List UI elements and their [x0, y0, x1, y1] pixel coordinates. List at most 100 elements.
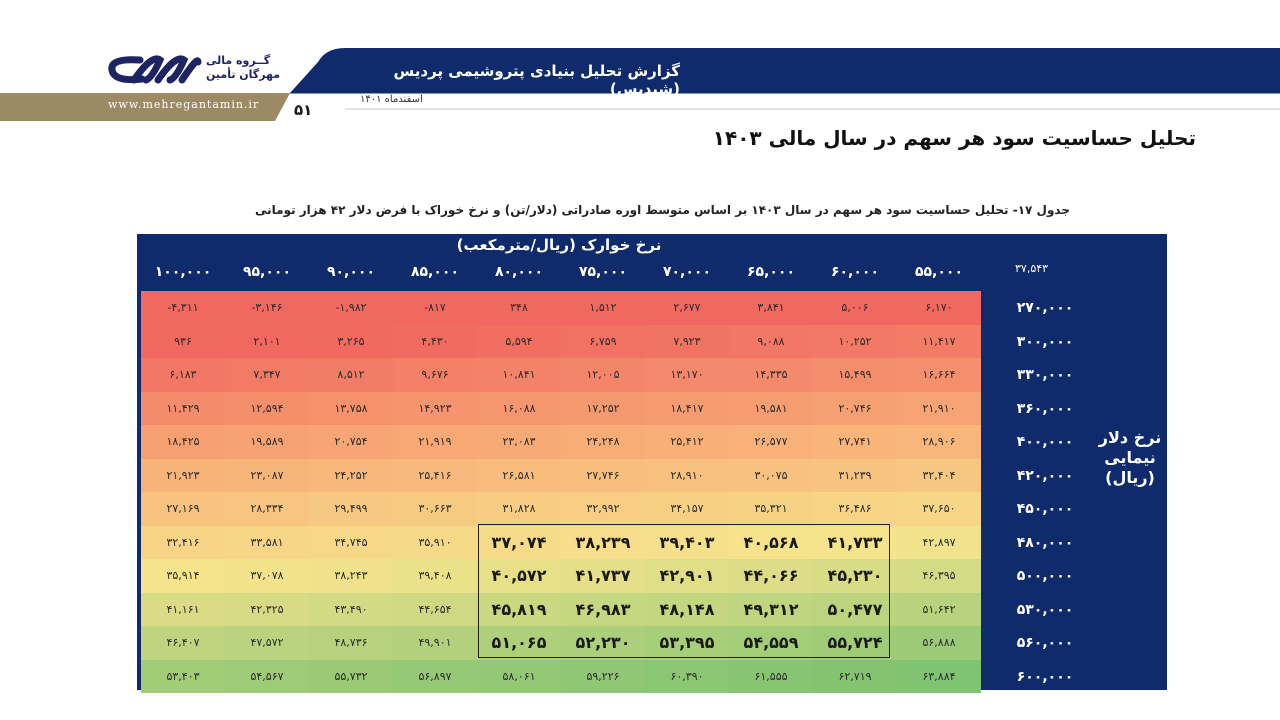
row-header: ۳۰۰,۰۰۰ — [1016, 333, 1074, 350]
table-cell: ۵۳,۳۹۵ — [645, 626, 729, 660]
column-header: ۶۵,۰۰۰ — [746, 264, 796, 280]
table-cell: ۱,۵۱۲ — [561, 291, 645, 325]
table-cell: ۱۸,۴۱۷ — [645, 391, 729, 425]
report-date: اسفندماه ۱۴۰۱ — [360, 94, 423, 105]
table-cell: ۲۹,۴۹۹ — [309, 492, 393, 526]
table-cell: ۴۴,۰۶۶ — [729, 559, 813, 593]
website-url[interactable]: www.mehregantamin.ir — [108, 98, 260, 111]
column-header: ۸۰,۰۰۰ — [494, 264, 544, 280]
table-cell: ۹۳۶ — [141, 324, 225, 358]
table-cell: ۲۶,۵۸۱ — [477, 458, 561, 492]
table-cell: ۱۴,۹۲۳ — [393, 391, 477, 425]
table-cell: ۱۲,۰۰۵ — [561, 358, 645, 392]
table-cell: ۴۲,۸۹۷ — [897, 525, 981, 559]
table-cell: ۲۷,۱۶۹ — [141, 492, 225, 526]
row-header: ۴۸۰,۰۰۰ — [1016, 534, 1074, 551]
column-header: ۷۰,۰۰۰ — [662, 264, 712, 280]
table-cell: ۴۱,۷۳۳ — [813, 525, 897, 559]
row-header: ۴۵۰,۰۰۰ — [1016, 501, 1074, 517]
table-cell: ۲۷,۷۴۱ — [813, 425, 897, 459]
brand-logo-icon — [108, 55, 202, 84]
table-cell: ۶۰,۳۹۰ — [645, 659, 729, 693]
table-caption: جدول ۱۷- تحلیل حساسیت سود هر سهم در سال … — [254, 203, 1070, 217]
table-cell: ۵۰,۴۷۷ — [813, 592, 897, 626]
table-cell: ۱۰,۲۵۲ — [813, 324, 897, 358]
table-cell: ۳۷,۰۷۸ — [225, 559, 309, 593]
table-cell: ۶۲,۷۱۹ — [813, 659, 897, 693]
table-cell: ۴۸,۷۳۶ — [309, 626, 393, 660]
table-cell: ۳۶,۴۸۶ — [813, 492, 897, 526]
table-cell: ۴۲,۹۰۱ — [645, 559, 729, 593]
table-cell: ۱۶,۶۶۴ — [897, 358, 981, 392]
column-header: ۶۰,۰۰۰ — [830, 264, 880, 280]
column-axis-title: نرخ خوارک (ریال/مترمکعب) — [456, 236, 662, 254]
table-cell: ۴۶,۴۰۷ — [141, 626, 225, 660]
table-cell: ۴,۴۳۰ — [393, 324, 477, 358]
table-cell: ۱۰,۸۴۱ — [477, 358, 561, 392]
table-cell: ۳۹,۴۰۸ — [393, 559, 477, 593]
table-cell: -۱,۹۸۲ — [309, 291, 393, 325]
table-cell: ۴۳,۴۹۰ — [309, 592, 393, 626]
brand-name-line2: مهرگان تأمین — [206, 68, 281, 81]
page-number: ۵۱ — [294, 101, 313, 119]
row-header: ۵۰۰,۰۰۰ — [1016, 568, 1074, 584]
row-header: ۵۳۰,۰۰۰ — [1016, 601, 1074, 618]
table-cell: ۳۴,۷۴۵ — [309, 525, 393, 559]
table-cell: ۱۸,۴۲۵ — [141, 425, 225, 459]
table-cell: ۱۷,۲۵۲ — [561, 391, 645, 425]
column-header: ۱۰۰,۰۰۰ — [154, 264, 212, 280]
table-cell: ۳۵,۹۱۴ — [141, 559, 225, 593]
table-cell: ۲۸,۳۳۴ — [225, 492, 309, 526]
table-cell: ۵۱,۶۴۲ — [897, 592, 981, 626]
table-cell: ۳۴,۱۵۷ — [645, 492, 729, 526]
table-cell: ۱۳,۷۵۸ — [309, 391, 393, 425]
table-cell: ۳۳,۵۸۱ — [225, 525, 309, 559]
table-cell: ۱۹,۵۸۹ — [225, 425, 309, 459]
table-cell: -۸۱۷ — [393, 291, 477, 325]
table-cell: ۳,۲۶۵ — [309, 324, 393, 358]
page-title: تحلیل حساسیت سود هر سهم در سال مالی ۱۴۰۳ — [712, 126, 1196, 150]
table-cell: ۵۴,۵۶۷ — [225, 659, 309, 693]
table-cell: ۴۶,۹۸۳ — [561, 592, 645, 626]
table-cell: ۴۲,۳۲۵ — [225, 592, 309, 626]
table-cell: ۱۴,۳۳۵ — [729, 358, 813, 392]
table-cell: ۱۳,۱۷۰ — [645, 358, 729, 392]
table-cell: ۳۵,۹۱۰ — [393, 525, 477, 559]
table-cell: ۱۱,۴۱۷ — [897, 324, 981, 358]
row-header: ۲۷۰,۰۰۰ — [1016, 300, 1074, 316]
table-cell: ۲۶,۵۷۷ — [729, 425, 813, 459]
table-cell: ۲۳,۰۸۳ — [477, 425, 561, 459]
column-header: ۵۵,۰۰۰ — [914, 264, 964, 280]
table-cell: ۳۱,۸۲۸ — [477, 492, 561, 526]
row-header: ۶۰۰,۰۰۰ — [1016, 668, 1074, 685]
table-cell: ۴۸,۱۴۸ — [645, 592, 729, 626]
table-cell: ۳۹,۴۰۳ — [645, 525, 729, 559]
table-cell: ۲۷,۷۴۶ — [561, 458, 645, 492]
table-cell: ۴۹,۹۰۱ — [393, 626, 477, 660]
table-cell: ۵۲,۲۳۰ — [561, 626, 645, 660]
table-cell: ۴۷,۵۷۲ — [225, 626, 309, 660]
table-cell: ۳۰,۶۶۳ — [393, 492, 477, 526]
table-cell: ۵۵,۷۲۴ — [813, 626, 897, 660]
table-cell: ۴۱,۷۳۷ — [561, 559, 645, 593]
table-cell: ۶۳,۸۸۴ — [897, 659, 981, 693]
table-cell: ۹,۶۷۶ — [393, 358, 477, 392]
table-cell: -۳,۱۴۶ — [225, 291, 309, 325]
table-cell: ۴۰,۵۷۲ — [477, 559, 561, 593]
table-cell: ۵۶,۸۸۸ — [897, 626, 981, 660]
table-cell: ۳۱,۲۳۹ — [813, 458, 897, 492]
report-title: گزارش تحلیل بنیادی پتروشیمی پردیس (شپدیس… — [393, 62, 680, 98]
table-cell: ۹,۰۸۸ — [729, 324, 813, 358]
table-cell: ۶,۱۷۰ — [897, 291, 981, 325]
table-cell: ۴۵,۲۳۰ — [813, 559, 897, 593]
table-cell: ۲,۱۰۱ — [225, 324, 309, 358]
table-cell: ۲۳,۰۸۷ — [225, 458, 309, 492]
table-cell: ۱۵,۴۹۹ — [813, 358, 897, 392]
table-cell: ۵۳,۴۰۳ — [141, 659, 225, 693]
table-cell: ۵۹,۲۲۶ — [561, 659, 645, 693]
table-cell: ۵,۰۰۶ — [813, 291, 897, 325]
table-cell: ۲۰,۷۴۶ — [813, 391, 897, 425]
row-header: ۳۳۰,۰۰۰ — [1016, 367, 1074, 383]
table-cell: ۵۵,۷۳۲ — [309, 659, 393, 693]
table-cell: ۴۴,۶۵۴ — [393, 592, 477, 626]
